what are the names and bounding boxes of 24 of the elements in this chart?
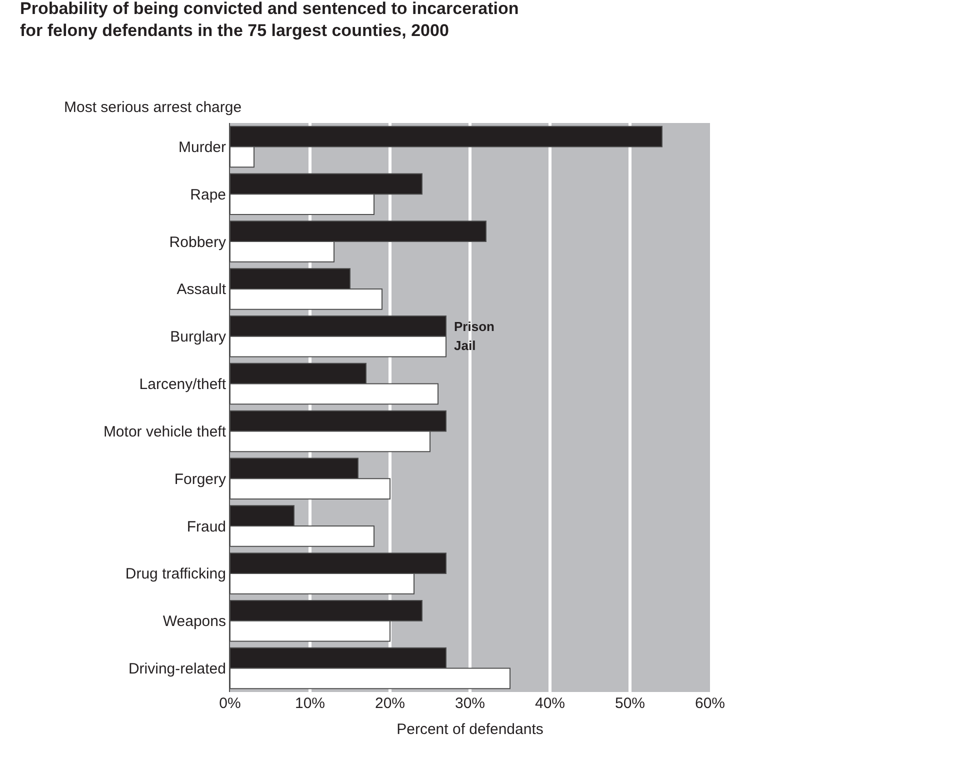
y-tick-label: Motor vehicle theft: [103, 423, 227, 440]
x-tick-label: 10%: [294, 695, 326, 712]
x-tick-label: 50%: [614, 695, 646, 712]
y-tick-label: Forgery: [174, 470, 226, 488]
x-tick-label: 0%: [219, 695, 241, 712]
x-tick-label: 40%: [534, 695, 566, 712]
y-tick-label: Larceny/theft: [139, 376, 227, 394]
y-tick-label: Assault: [176, 281, 227, 298]
y-tick-label: Fraud: [186, 518, 226, 536]
y-tick-label: Robbery: [169, 234, 226, 251]
chart-title: Probability of being convicted and sentenced to incarceration for felony defendants in the 75 largest counties, 2000: [20, 0, 519, 40]
y-tick-label: Driving-related: [128, 660, 226, 678]
y-tick-label: Weapons: [162, 613, 226, 630]
x-axis-title: Percent of defendants: [396, 721, 544, 738]
x-tick-label: 30%: [454, 695, 486, 712]
x-tick-label: 60%: [694, 695, 726, 712]
y-tick-label: Burglary: [170, 328, 226, 346]
y-tick-label: Murder: [178, 138, 226, 156]
series-label: Jail: [454, 338, 476, 353]
y-tick-label: Drug trafficking: [125, 566, 226, 583]
series-label: Prison: [454, 319, 495, 334]
y-axis-title: Most serious arrest charge: [64, 99, 242, 116]
y-tick-label: Rape: [190, 186, 226, 204]
x-tick-label: 20%: [374, 695, 406, 712]
